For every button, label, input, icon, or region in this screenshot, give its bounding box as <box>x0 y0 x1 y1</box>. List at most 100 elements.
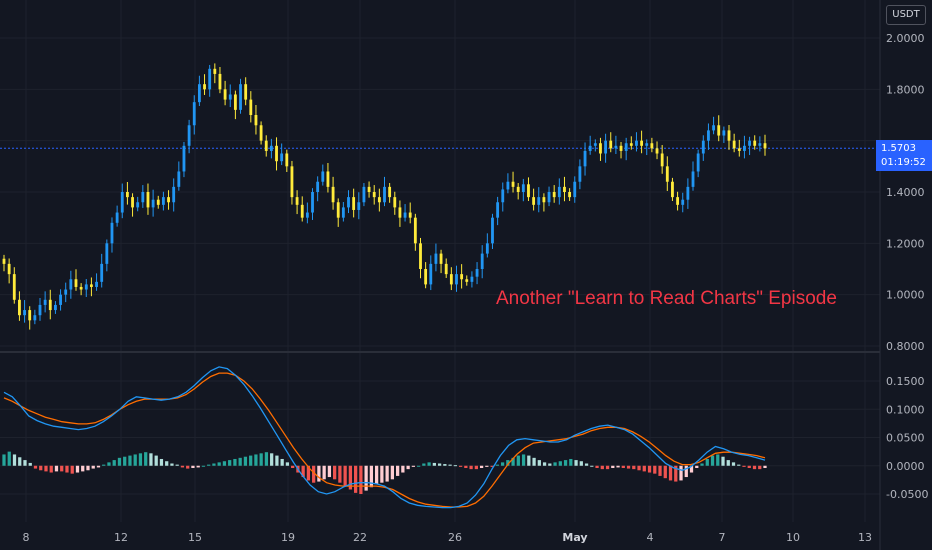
candle <box>336 198 340 227</box>
histogram-bar <box>626 465 631 469</box>
candle-body <box>424 269 428 285</box>
candle-body <box>624 143 628 151</box>
time-tick-label: 8 <box>23 531 30 544</box>
candle-body <box>161 197 165 205</box>
candle <box>496 196 500 226</box>
candle <box>470 271 474 288</box>
price-tick-label: 1.4000 <box>886 186 925 199</box>
candle <box>712 116 715 135</box>
candle-body <box>645 143 649 146</box>
histogram-bar <box>233 458 237 466</box>
candle-body <box>650 143 654 149</box>
candle <box>614 135 618 155</box>
candle-body <box>300 204 304 218</box>
histogram-bar <box>537 460 541 466</box>
candle-body <box>429 263 433 285</box>
histogram-bar <box>758 465 762 470</box>
candle <box>491 213 494 249</box>
time-axis[interactable]: 8 12 15 19 22 26 May 4 7 10 13 <box>23 531 873 544</box>
histogram-bar <box>721 456 725 466</box>
histogram-bar <box>763 465 767 469</box>
histogram-bar <box>485 465 489 467</box>
histogram-bar <box>611 465 615 469</box>
candle <box>244 77 248 106</box>
histogram-bar <box>117 457 122 466</box>
candle-body <box>69 279 73 290</box>
histogram-bar <box>96 465 101 468</box>
histogram-bar <box>663 465 667 479</box>
histogram-bar <box>385 465 389 482</box>
candle <box>377 188 381 212</box>
histogram-bar <box>506 460 510 466</box>
histogram-bar <box>2 454 6 466</box>
candle-body <box>59 294 62 305</box>
histogram-bar <box>558 461 562 466</box>
candle <box>455 265 458 292</box>
histogram-bar <box>317 465 321 482</box>
candle <box>737 139 741 157</box>
histogram-bar <box>752 465 757 470</box>
histogram-bar <box>527 455 531 466</box>
macd-tick-label: 0.0500 <box>886 432 925 445</box>
candle <box>331 176 335 210</box>
histogram-bar <box>291 465 295 469</box>
candle-body <box>100 263 104 282</box>
histogram-bar <box>401 465 405 473</box>
candle-body <box>223 89 227 100</box>
price-axis[interactable]: 2.00001.80001.60001.40001.20001.00000.80… <box>886 32 925 353</box>
histogram-bar <box>12 454 17 466</box>
histogram-bar <box>548 463 552 466</box>
candle-body <box>377 197 381 203</box>
candle <box>403 204 407 222</box>
candle <box>408 202 412 224</box>
histogram-bar <box>254 454 258 466</box>
histogram-bar <box>448 464 452 466</box>
candle-body <box>408 212 412 218</box>
candle <box>249 91 253 123</box>
candle-body <box>12 274 16 300</box>
currency-button[interactable]: USDT <box>886 5 926 25</box>
candle-body <box>280 153 284 162</box>
macd-line <box>3 366 766 509</box>
candle-body <box>748 140 751 146</box>
candle <box>64 282 68 303</box>
candle <box>686 178 690 209</box>
histogram-bar <box>632 465 636 470</box>
candle-body <box>290 166 294 198</box>
candle-body <box>43 299 47 305</box>
histogram-bar <box>579 461 583 466</box>
candle <box>619 141 623 159</box>
candle <box>635 132 638 152</box>
candle <box>573 176 577 203</box>
candle-body <box>758 143 762 146</box>
candle-body <box>64 289 68 295</box>
candle <box>38 298 42 321</box>
candle <box>172 178 176 212</box>
histogram-bar <box>516 455 520 466</box>
candlestick-series <box>2 63 767 330</box>
candle-body <box>336 202 340 218</box>
candle-body <box>347 197 350 208</box>
macd-tick-label: 0.1500 <box>886 375 925 388</box>
candle <box>732 133 736 153</box>
histogram-bar <box>243 456 248 466</box>
candle <box>197 75 201 107</box>
histogram-bar <box>653 465 657 474</box>
candle <box>295 190 299 215</box>
candle-body <box>552 192 556 198</box>
histogram-bar <box>44 465 48 472</box>
candle-body <box>568 192 572 198</box>
histogram-bar <box>354 465 358 493</box>
candle <box>444 258 448 278</box>
histogram-bar <box>668 465 673 481</box>
candle <box>655 141 659 160</box>
candle-body <box>120 192 124 213</box>
histogram-bar <box>359 465 363 494</box>
macd-axis[interactable]: 0.1500 0.1000 0.0500 0.0000 -0.0500 <box>886 375 928 501</box>
candle-body <box>393 197 397 208</box>
histogram-bar <box>123 456 127 466</box>
histogram-bar <box>301 465 305 478</box>
chart-annotation[interactable]: Another "Learn to Read Charts" Episode <box>496 288 837 309</box>
candle-body <box>588 145 592 151</box>
candle <box>300 196 304 222</box>
